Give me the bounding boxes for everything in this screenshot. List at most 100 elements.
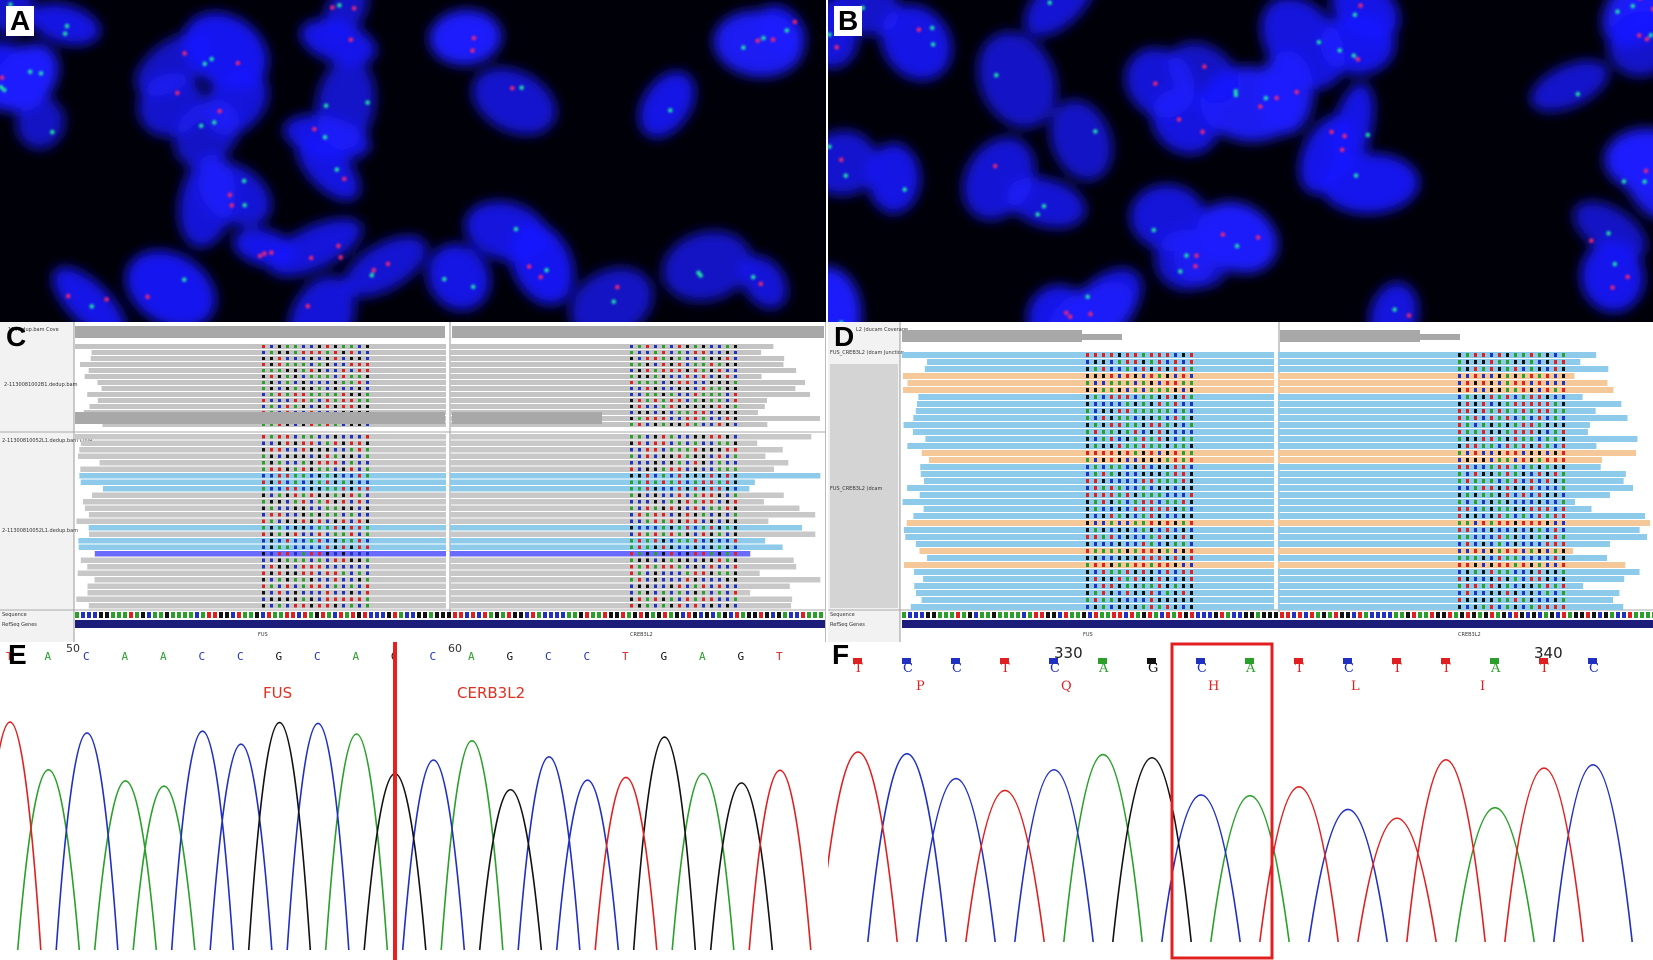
mismatch-base (334, 506, 337, 510)
mismatch-base (1546, 493, 1549, 497)
aligned-read (1278, 548, 1574, 554)
mismatch-base (1126, 458, 1129, 462)
mismatch-base (1466, 486, 1469, 490)
reference-base (411, 612, 415, 618)
nucleus (1173, 228, 1230, 288)
mismatch-base (350, 513, 353, 517)
mismatch-base (718, 532, 721, 536)
aligned-read (88, 525, 447, 531)
mismatch-base (1530, 591, 1533, 595)
mismatch-base (638, 539, 641, 543)
reference-base (1640, 612, 1644, 618)
reference-base (1178, 612, 1182, 618)
mismatch-base (670, 565, 673, 569)
mismatch-base (1190, 423, 1193, 427)
reference-base (998, 612, 1002, 618)
mismatch-base (678, 591, 681, 595)
mismatch-base (1538, 472, 1541, 476)
mismatch-base (662, 552, 665, 556)
reference-base (1070, 612, 1074, 618)
mismatch-base (1102, 591, 1105, 595)
mismatch-base (310, 558, 313, 562)
mismatch-base (1150, 563, 1153, 567)
mismatch-base (654, 604, 657, 608)
mismatch-base (302, 584, 305, 588)
base-call: A (160, 650, 167, 663)
mismatch-base (1530, 444, 1533, 448)
mismatch-base (270, 526, 273, 530)
aligned-read (450, 453, 766, 459)
mismatch-base (1142, 472, 1145, 476)
mismatch-base (366, 545, 369, 549)
mismatch-base (1118, 465, 1121, 469)
mismatch-base (1514, 451, 1517, 455)
reference-base (1082, 612, 1086, 618)
reference-base (980, 612, 984, 618)
mismatch-base (350, 545, 353, 549)
mismatch-base (270, 423, 273, 426)
fish-signal (1233, 89, 1238, 94)
base-call: C (1344, 661, 1354, 676)
reference-base (1328, 612, 1332, 618)
mismatch-base (630, 369, 633, 372)
mismatch-base (262, 487, 265, 491)
mismatch-base (1474, 437, 1477, 441)
aligned-read (1278, 464, 1601, 470)
mismatch-base (1150, 465, 1153, 469)
mismatch-base (654, 345, 657, 348)
mismatch-base (1182, 598, 1185, 602)
mismatch-base (686, 345, 689, 348)
mismatch-base (342, 369, 345, 372)
mismatch-base (686, 604, 689, 608)
mismatch-base (358, 393, 361, 396)
reference-base (1634, 612, 1638, 618)
mismatch-base (1158, 591, 1161, 595)
mismatch-base (1134, 402, 1137, 406)
mismatch-base (1546, 437, 1549, 441)
mismatch-base (670, 506, 673, 510)
reference-base (195, 612, 199, 618)
mismatch-base (1522, 437, 1525, 441)
mismatch-base (1134, 528, 1137, 532)
mismatch-base (326, 526, 329, 530)
mismatch-base (718, 435, 721, 439)
mismatch-base (686, 363, 689, 366)
mismatch-base (302, 552, 305, 556)
mismatch-base (286, 467, 289, 471)
mismatch-base (678, 435, 681, 439)
mismatch-base (1118, 605, 1121, 609)
mismatch-base (1522, 549, 1525, 553)
mismatch-base (630, 493, 633, 497)
mismatch-base (686, 584, 689, 588)
mismatch-base (1562, 458, 1565, 462)
aligned-read (1278, 373, 1575, 379)
mismatch-base (1126, 353, 1129, 357)
mismatch-base (1546, 528, 1549, 532)
mismatch-base (654, 454, 657, 458)
mismatch-base (702, 552, 705, 556)
mismatch-base (1150, 570, 1153, 574)
mismatch-base (294, 532, 297, 536)
mismatch-base (350, 405, 353, 408)
mismatch-base (1118, 479, 1121, 483)
mismatch-base (278, 493, 281, 497)
mismatch-base (334, 387, 337, 390)
mismatch-base (342, 513, 345, 517)
mismatch-base (1458, 591, 1461, 595)
mismatch-base (294, 399, 297, 402)
base-call: A (122, 650, 129, 663)
aligned-read (450, 386, 796, 391)
mismatch-base (342, 487, 345, 491)
mismatch-base (710, 604, 713, 608)
mismatch-base (670, 604, 673, 608)
mismatch-base (630, 435, 633, 439)
mismatch-base (1506, 584, 1509, 588)
mismatch-base (702, 363, 705, 366)
mismatch-base (1514, 437, 1517, 441)
mismatch-base (646, 597, 649, 601)
nucleus (29, 3, 101, 46)
mismatch-base (718, 411, 721, 414)
mismatch-base (726, 357, 729, 360)
reference-base (1514, 612, 1518, 618)
fish-signal (227, 192, 233, 198)
